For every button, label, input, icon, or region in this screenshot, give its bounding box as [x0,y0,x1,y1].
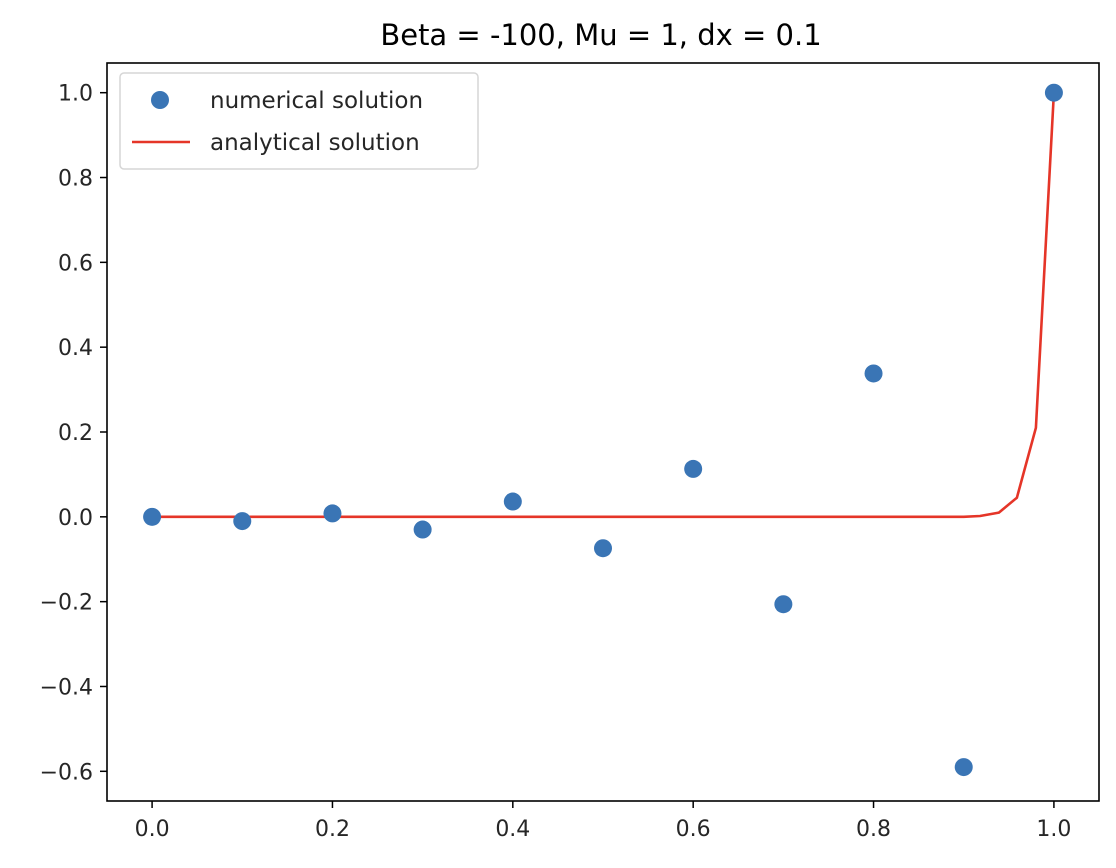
legend: numerical solution analytical solution [119,72,479,170]
legend-box [119,72,479,170]
y-axis: −0.6 −0.4 −0.2 0.0 0.2 0.4 0.6 0.8 1.0 [40,82,107,785]
numerical-solution-point [413,520,432,539]
numerical-solution-point [1044,83,1063,102]
analytical-solution-line [152,92,1056,519]
numerical-solution-point [503,492,522,511]
x-tick-label: 0.0 [135,817,170,842]
x-tick-label: 0.4 [495,817,530,842]
numerical-solution-point [774,595,793,614]
x-tick-label: 1.0 [1036,817,1071,842]
chart-title: Beta = -100, Mu = 1, dx = 0.1 [380,18,821,52]
y-tick-label: 0.0 [58,506,93,531]
plot-frame [106,62,1100,802]
plot-area [106,62,1100,802]
legend-label-analytical-solution: analytical solution [210,130,420,156]
numerical-solution-point [143,507,162,526]
y-tick-label: 0.4 [58,336,93,361]
y-tick-label: −0.6 [40,760,93,785]
y-tick-label: −0.4 [40,675,93,700]
y-tick-label: −0.2 [40,591,93,616]
y-tick-label: 1.0 [58,82,93,107]
x-tick-label: 0.8 [856,817,891,842]
y-tick-label: 0.6 [58,251,93,276]
y-tick-label: 0.2 [58,421,93,446]
legend-marker-numerical-solution [151,91,169,109]
numerical-solution-point [954,758,973,777]
legend-label-numerical-solution: numerical solution [210,88,423,114]
y-tick-label: 0.8 [58,167,93,192]
x-axis: 0.0 0.2 0.4 0.6 0.8 1.0 [135,801,1071,842]
numerical-solution-point [864,364,883,383]
numerical-solution-point [684,459,703,478]
x-tick-label: 0.6 [676,817,711,842]
numerical-solution-point [594,539,612,558]
numerical-solution-point [233,512,252,531]
numerical-solution-point [323,504,342,523]
x-tick-label: 0.2 [315,817,350,842]
series-layer [143,83,1063,777]
